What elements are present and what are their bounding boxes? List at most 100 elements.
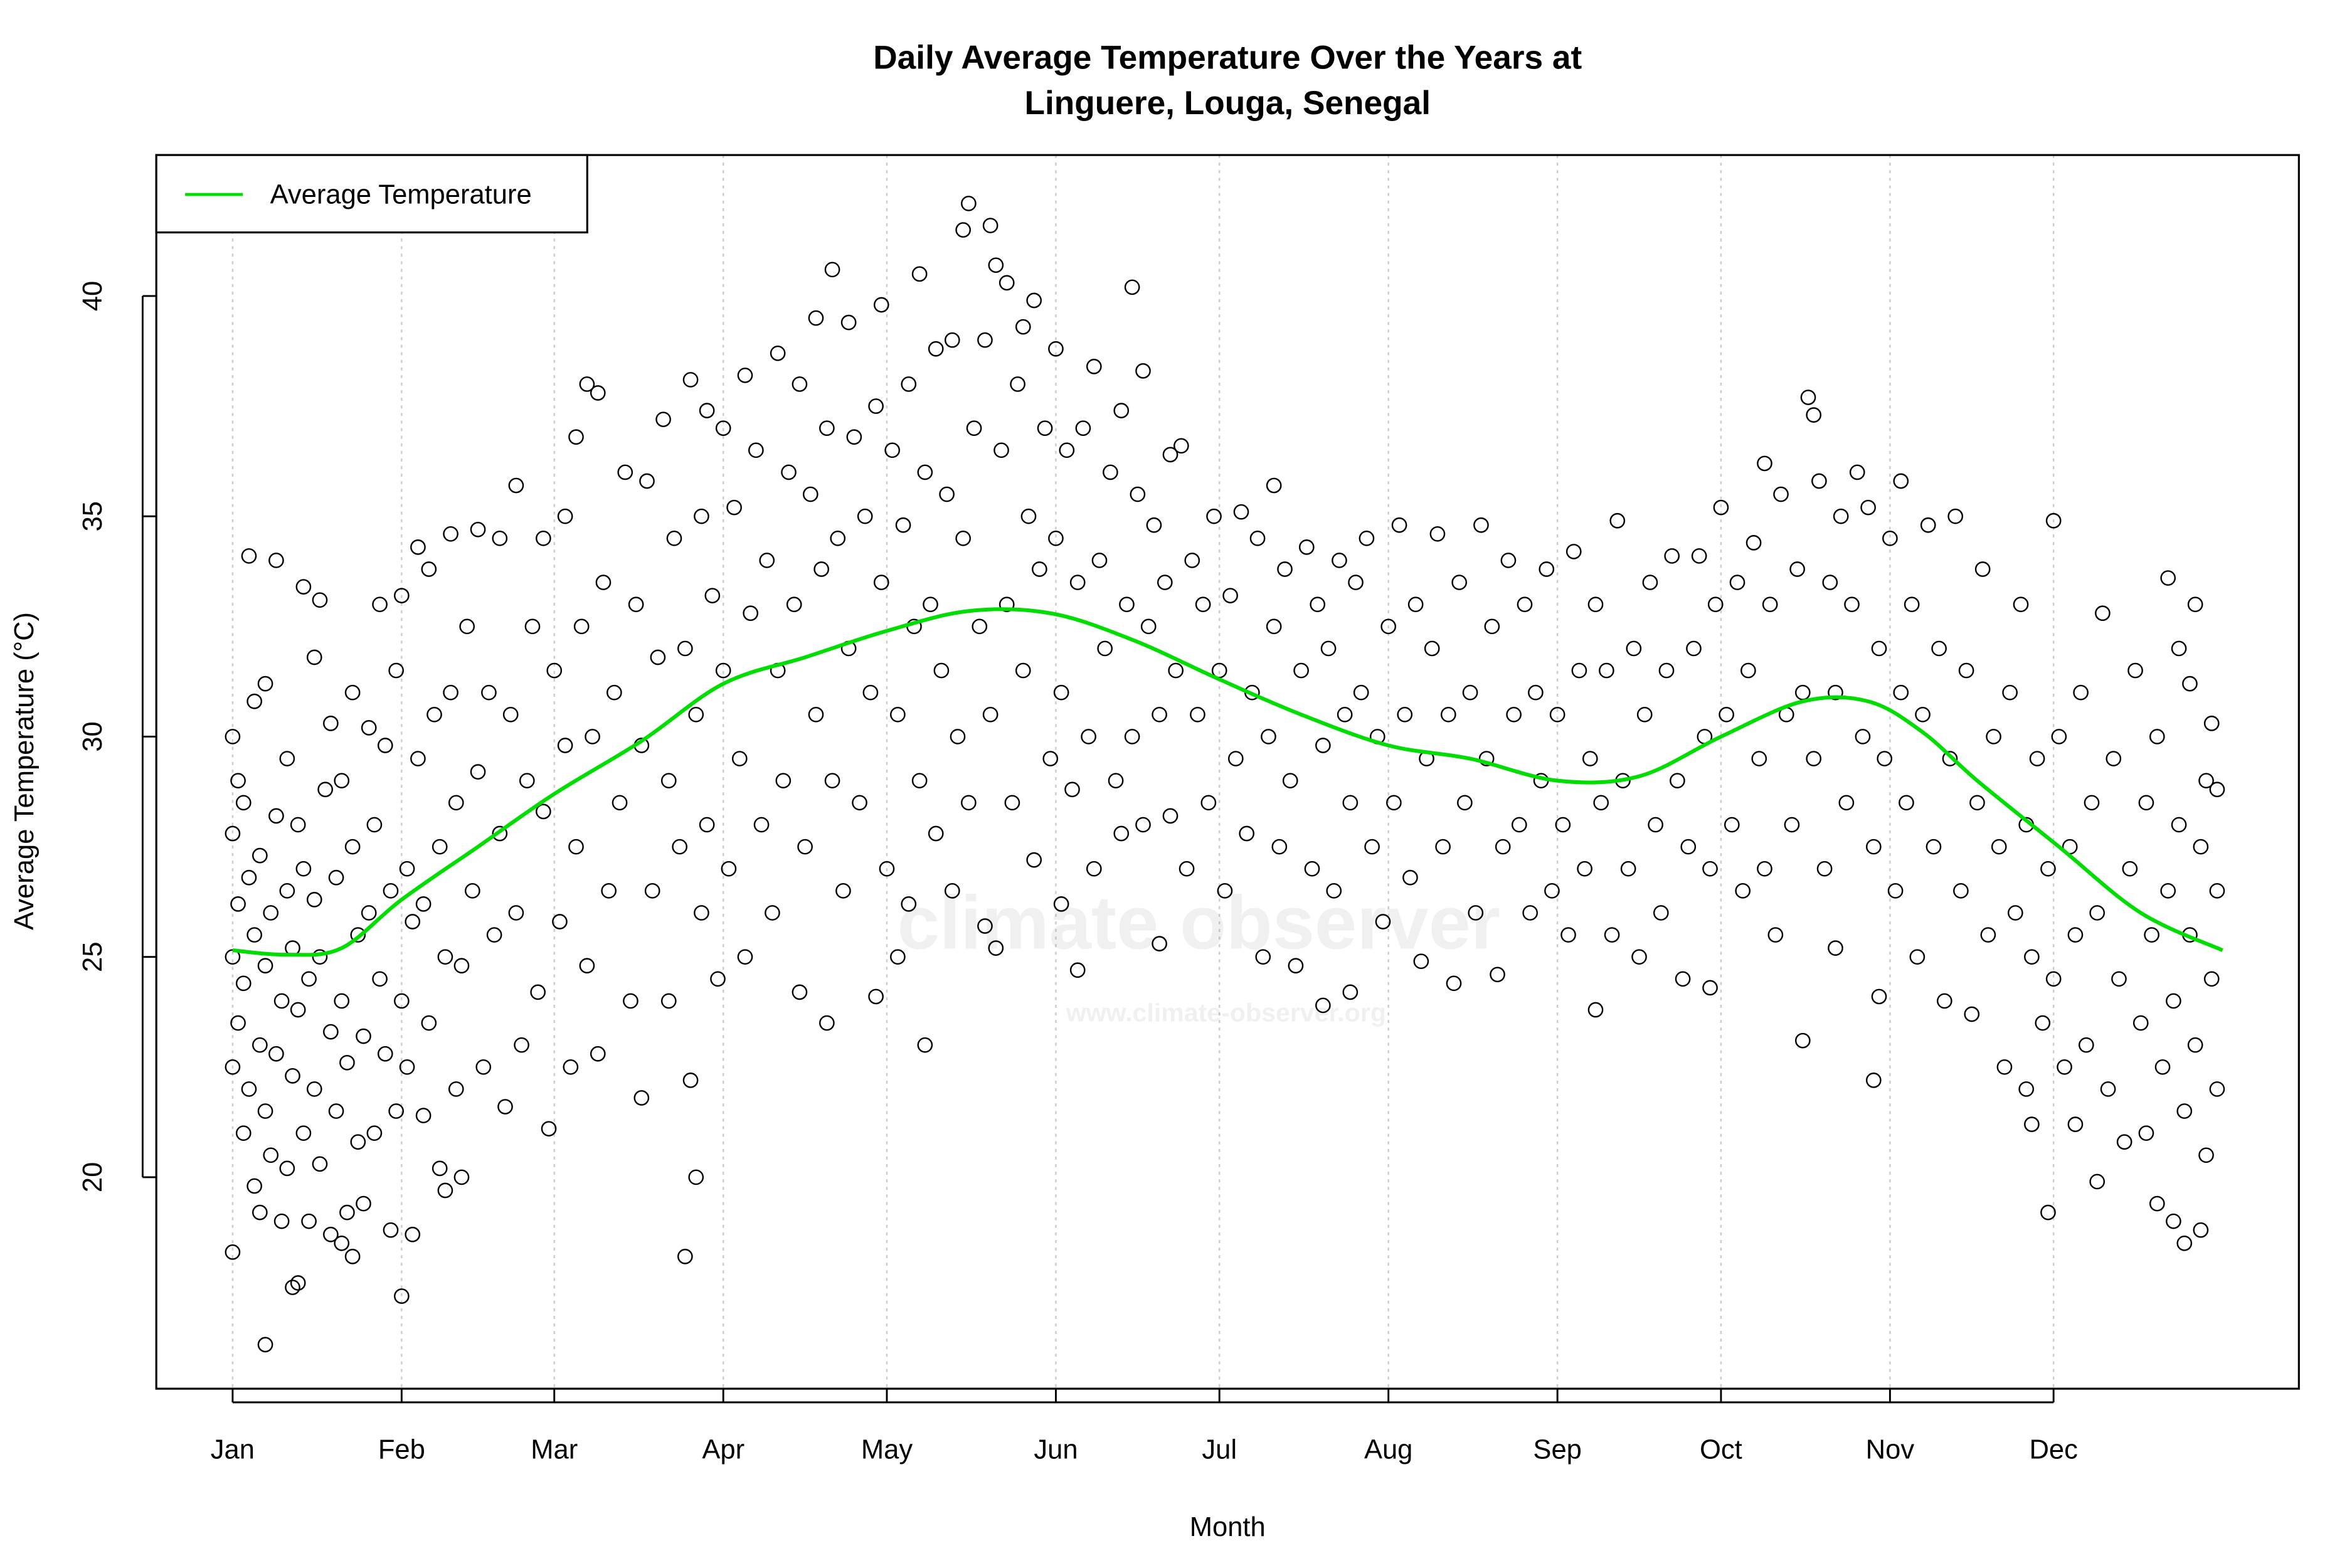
- data-point: [1266, 618, 1282, 635]
- data-point: [911, 266, 928, 282]
- data-point: [2166, 993, 2181, 1009]
- data-point: [1707, 596, 1724, 613]
- data-point: [263, 905, 279, 921]
- data-point: [312, 949, 328, 965]
- data-point: [1855, 729, 1871, 744]
- data-point: [1075, 420, 1091, 437]
- data-point: [1745, 535, 1762, 551]
- legend: Average Temperature: [155, 154, 588, 234]
- x-tick-label: Aug: [1364, 1434, 1412, 1465]
- data-point: [2132, 1015, 2149, 1031]
- data-point: [737, 368, 753, 383]
- data-point: [840, 314, 857, 331]
- data-point: [2084, 795, 2100, 811]
- data-point: [2116, 1134, 2132, 1150]
- data-point: [2078, 1037, 2094, 1053]
- data-point: [1048, 341, 1064, 357]
- data-point: [585, 729, 600, 744]
- data-point: [1528, 684, 1544, 701]
- data-point: [470, 521, 486, 538]
- data-point: [1310, 596, 1326, 613]
- data-point: [1255, 949, 1271, 965]
- data-point: [694, 905, 709, 921]
- data-point: [1587, 1002, 1604, 1018]
- data-point: [972, 618, 988, 635]
- data-point: [2057, 1059, 2072, 1075]
- data-point: [541, 1121, 557, 1136]
- data-point: [1042, 751, 1059, 766]
- data-point: [1849, 464, 1865, 480]
- data-point: [1364, 839, 1380, 855]
- data-point: [1899, 795, 1914, 811]
- data-point: [982, 218, 999, 233]
- data-point: [268, 1046, 284, 1062]
- data-point: [421, 561, 437, 577]
- data-point: [1037, 420, 1053, 437]
- data-point: [2203, 971, 2220, 987]
- data-point: [536, 803, 551, 820]
- x-tick-label: Mar: [531, 1434, 578, 1465]
- data-point: [306, 649, 322, 665]
- data-point: [1048, 530, 1064, 546]
- data-point: [1113, 825, 1130, 842]
- data-point: [317, 781, 333, 798]
- data-point: [1620, 861, 1636, 877]
- data-point: [1402, 869, 1418, 886]
- data-point: [383, 1222, 399, 1238]
- data-point: [2002, 684, 2018, 701]
- data-point: [977, 918, 993, 934]
- data-point: [235, 1125, 252, 1142]
- data-point: [999, 275, 1015, 291]
- data-point: [715, 662, 731, 679]
- data-point: [563, 1059, 579, 1075]
- data-point: [988, 940, 1004, 956]
- y-axis-label: Average Temperature (°C): [9, 612, 40, 930]
- data-point: [481, 684, 497, 701]
- data-point: [344, 684, 361, 701]
- data-point: [514, 1037, 529, 1053]
- data-point: [1386, 795, 1402, 811]
- data-point: [1806, 751, 1822, 766]
- data-point: [2029, 751, 2045, 766]
- data-point: [328, 869, 344, 886]
- data-point: [1168, 662, 1184, 679]
- data-point: [1222, 588, 1238, 603]
- data-point: [1991, 839, 2007, 855]
- data-point: [644, 882, 660, 899]
- data-point: [1784, 817, 1800, 833]
- data-point: [1053, 896, 1069, 912]
- data-point: [2045, 512, 2062, 529]
- y-axis: 20 25 30 35 40: [78, 281, 157, 1192]
- x-tick-label: Feb: [378, 1434, 425, 1465]
- data-point: [1544, 882, 1560, 899]
- data-point: [273, 993, 290, 1009]
- data-point: [1833, 508, 1849, 524]
- data-point: [1871, 640, 1887, 657]
- data-point: [846, 429, 862, 445]
- data-point: [1277, 561, 1293, 577]
- data-point: [1680, 839, 1697, 855]
- data-point: [388, 1103, 404, 1119]
- data-point: [443, 526, 458, 542]
- data-point: [557, 738, 573, 753]
- data-point: [1162, 808, 1179, 824]
- data-point: [2198, 773, 2214, 789]
- data-point: [1015, 662, 1031, 679]
- data-point: [999, 596, 1015, 613]
- data-point: [492, 825, 508, 842]
- data-point: [1413, 953, 1429, 970]
- data-point: [2209, 781, 2225, 798]
- data-point: [1206, 508, 1222, 524]
- data-point: [748, 442, 764, 458]
- data-point: [950, 729, 966, 744]
- x-axis-label: Month: [1190, 1512, 1266, 1542]
- data-point: [1081, 729, 1096, 744]
- data-point: [2040, 1204, 2056, 1221]
- data-point: [285, 1279, 300, 1295]
- data-point: [1069, 962, 1086, 978]
- data-point: [1490, 967, 1505, 983]
- data-point: [786, 596, 802, 613]
- data-point: [557, 508, 573, 524]
- data-point: [344, 839, 361, 855]
- data-point: [781, 464, 797, 480]
